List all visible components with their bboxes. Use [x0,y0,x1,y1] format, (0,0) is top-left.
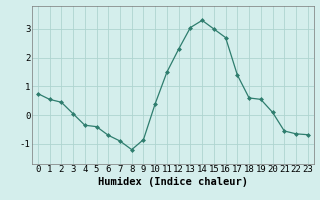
X-axis label: Humidex (Indice chaleur): Humidex (Indice chaleur) [98,177,248,187]
